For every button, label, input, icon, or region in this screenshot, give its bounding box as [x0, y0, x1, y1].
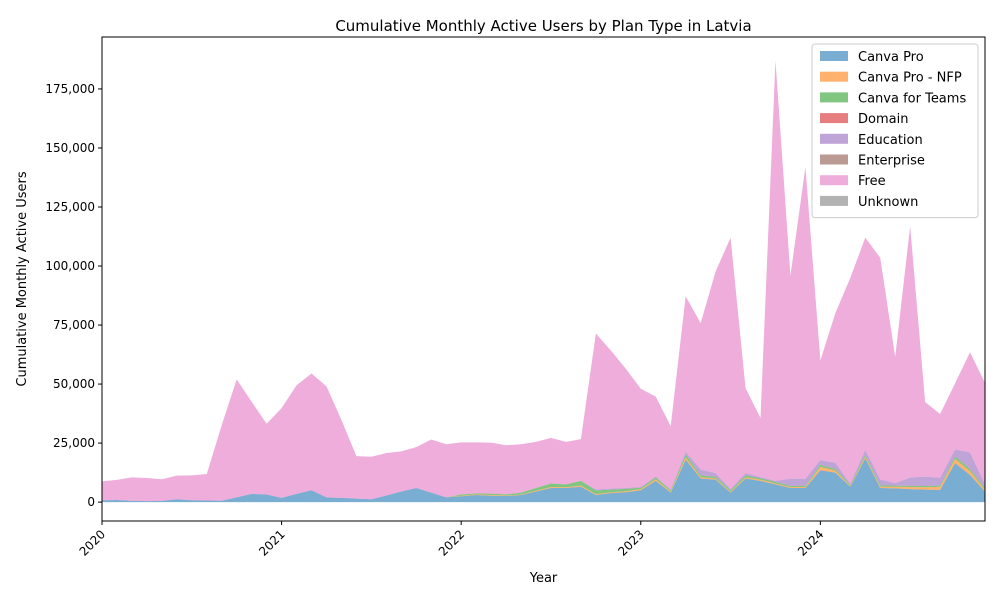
legend-swatch [820, 71, 848, 82]
legend-swatch [820, 195, 848, 206]
area-series-group [102, 60, 985, 503]
y-axis: 0 25,000 50,000 75,000 100,000 125,000 150,000… [45, 82, 102, 509]
legend-swatch [820, 154, 848, 165]
x-tick-label: 2023 [615, 527, 646, 558]
x-tick-label: 2021 [256, 527, 287, 558]
plot-frame [101, 36, 986, 522]
y-tick-label: 50,000 [53, 377, 95, 391]
x-axis: 2020 2021 2022 2023 2024 [77, 521, 826, 559]
y-tick-label: 150,000 [45, 141, 95, 155]
legend-label: Domain [858, 112, 908, 127]
legend-label: Canva for Teams [858, 91, 966, 106]
x-tick-label: 2022 [436, 527, 467, 558]
x-tick-label: 2024 [795, 527, 826, 558]
legend: Canva Pro Canva Pro - NFP Canva for Teams D… [811, 43, 979, 219]
legend-label: Unknown [858, 195, 918, 210]
area-series-0 [102, 458, 985, 503]
x-axis-label: Year [529, 571, 558, 586]
area-series-6 [102, 60, 985, 502]
legend-label: Education [858, 133, 923, 148]
legend-label: Enterprise [858, 154, 925, 169]
legend-label: Canva Pro [858, 50, 924, 65]
y-axis-label: Cumulative Monthly Active Users [15, 171, 30, 386]
y-tick-label: 25,000 [53, 436, 95, 450]
legend-swatch [820, 92, 848, 103]
legend-label: Canva Pro - NFP [858, 71, 962, 86]
x-tick-label: 2020 [77, 527, 108, 558]
y-tick-label: 100,000 [45, 259, 95, 273]
y-tick-label: 175,000 [45, 82, 95, 96]
legend-box [811, 43, 979, 219]
y-tick-label: 0 [87, 495, 95, 509]
chart-title: Cumulative Monthly Active Users by Plan … [335, 17, 751, 35]
legend-label: Free [858, 174, 886, 189]
y-tick-label: 125,000 [45, 200, 95, 214]
legend-swatch [820, 133, 848, 144]
legend-swatch [820, 175, 848, 186]
area-series-4 [102, 449, 985, 502]
legend-swatch [820, 51, 848, 61]
legend-swatch [820, 113, 848, 124]
y-tick-label: 75,000 [53, 318, 95, 332]
